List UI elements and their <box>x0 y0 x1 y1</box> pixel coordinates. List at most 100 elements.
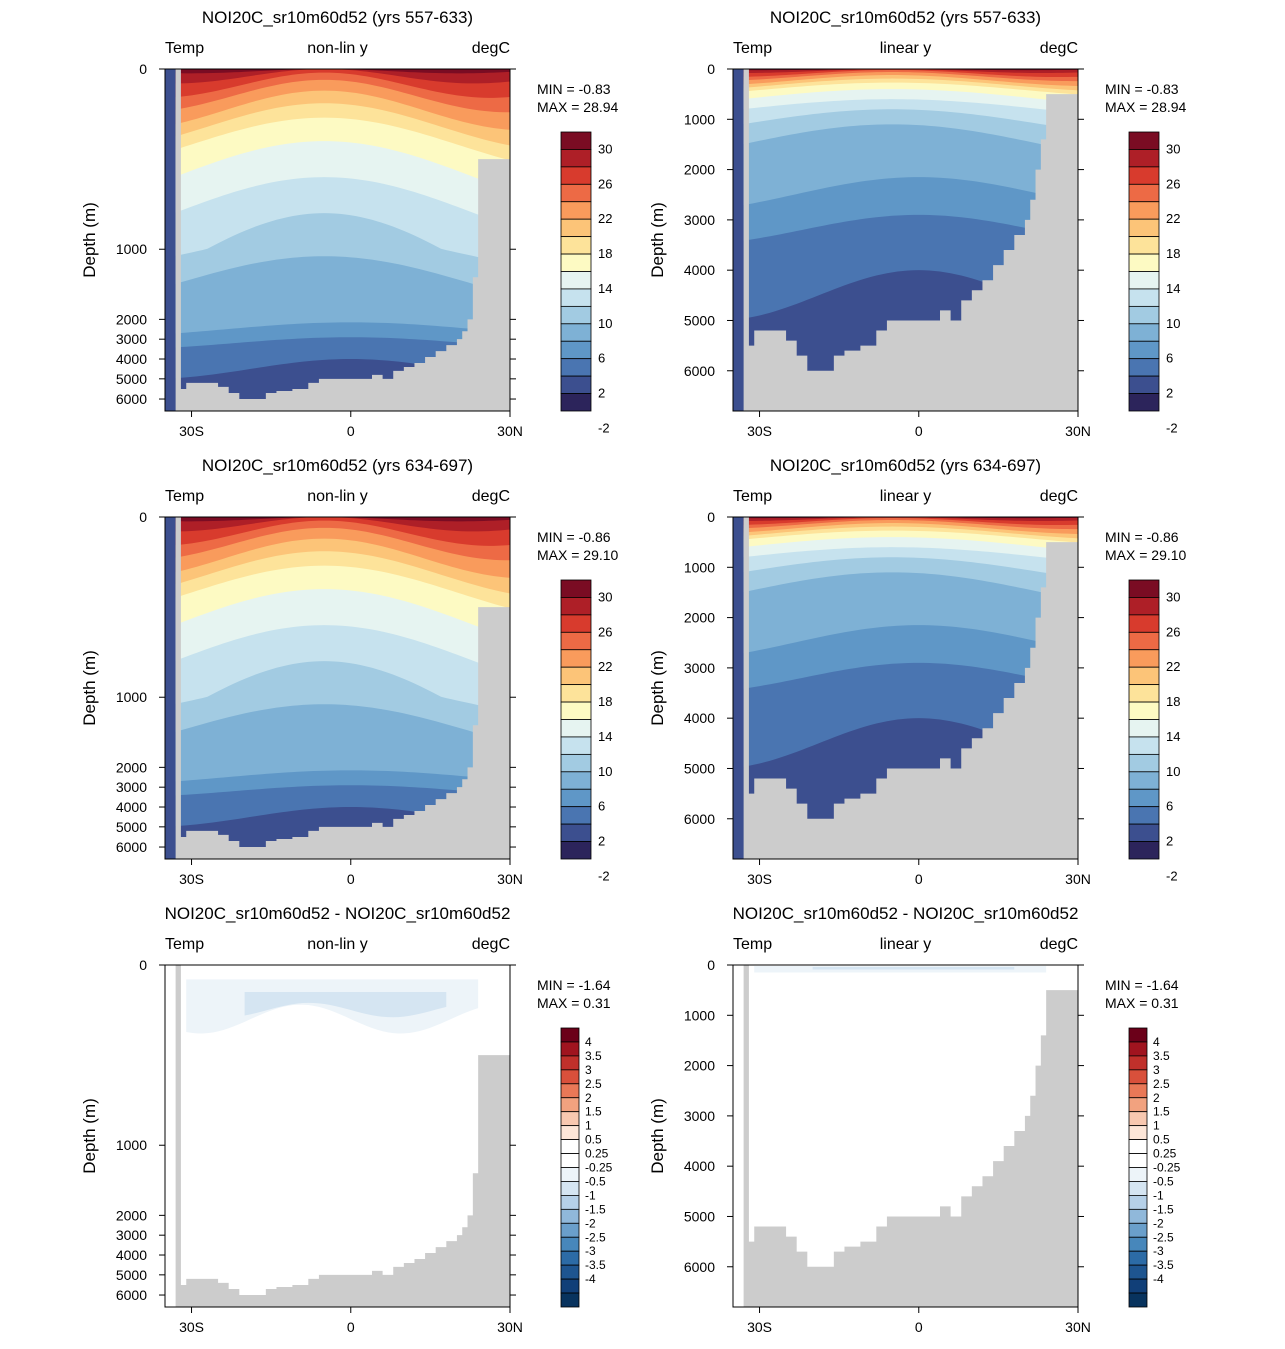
x-tick-label: 30S <box>179 1319 204 1335</box>
y-tick-label: 1000 <box>684 1007 715 1023</box>
colorbar-label: -2 <box>598 420 610 435</box>
colorbar-swatch <box>560 131 592 150</box>
colorbar-swatch <box>1128 1125 1148 1141</box>
y-tick-label: 1000 <box>116 241 147 257</box>
colorbar-label: 4 <box>585 1035 592 1049</box>
colorbar-label: -3.5 <box>585 1258 606 1272</box>
colorbar-swatch <box>560 271 592 290</box>
y-tick-label: 6000 <box>684 363 715 379</box>
colorbar-swatch <box>560 1055 580 1071</box>
max-stat: MAX = 28.94 <box>1105 99 1187 115</box>
colorbar-swatch <box>560 684 592 703</box>
colorbar-swatch <box>560 183 592 203</box>
x-tick-label: 30N <box>1065 1319 1091 1335</box>
colorbar-label: -0.5 <box>585 1174 606 1188</box>
y-tick-label: 1000 <box>116 689 147 705</box>
x-tick-label: 30N <box>497 1319 523 1335</box>
field-area <box>733 69 1078 411</box>
y-tick-label: 6000 <box>116 1287 147 1303</box>
colorbar-swatch <box>560 323 592 342</box>
panel-1: NOI20C_sr10m60d52 (yrs 557-633) Temp non-l… <box>80 8 619 439</box>
field-layer <box>812 967 1015 970</box>
colorbar-label: -2.5 <box>1153 1230 1174 1244</box>
x-tick-label: 0 <box>915 423 923 439</box>
y-tick-label: 6000 <box>684 1259 715 1275</box>
colorbar-label: -3 <box>585 1244 596 1258</box>
y-tick-label: 3000 <box>116 1227 147 1243</box>
y-tick-label: 2000 <box>116 311 147 327</box>
panel-4: NOI20C_sr10m60d52 (yrs 634-697) Temp linea… <box>648 456 1187 887</box>
colorbar-swatch <box>1128 288 1160 307</box>
colorbar-label: -3 <box>1153 1244 1164 1258</box>
colorbar-swatch <box>1128 218 1160 238</box>
colorbar-label: 14 <box>1166 281 1180 296</box>
colorbar-swatch <box>1128 1167 1148 1182</box>
colorbar-label: 18 <box>1166 246 1180 261</box>
y-tick-label: 3000 <box>116 779 147 795</box>
colorbar-swatch <box>1128 1139 1148 1154</box>
colorbar-swatch <box>1128 393 1160 412</box>
colorbar-label: 26 <box>598 176 612 191</box>
x-tick-label: 30N <box>1065 423 1091 439</box>
colorbar-swatch <box>560 1264 580 1280</box>
panel-5: NOI20C_sr10m60d52 - NOI20C_sr10m60d52 Tem… <box>80 904 613 1335</box>
min-stat: MIN = -0.86 <box>1105 529 1179 545</box>
colorbar-swatch <box>1128 1264 1148 1280</box>
y-tick-label: 2000 <box>684 610 715 626</box>
colorbar-label: 14 <box>598 281 612 296</box>
colorbar-label: -0.25 <box>1153 1161 1181 1175</box>
field-area <box>733 965 1078 1307</box>
colorbar-label: 2 <box>1166 834 1173 849</box>
colorbar-swatch <box>1128 1111 1148 1127</box>
x-tick-label: 30S <box>747 871 772 887</box>
colorbar-label: -2 <box>585 1216 596 1230</box>
colorbar-swatch <box>560 649 592 668</box>
colorbar-label: 22 <box>1166 659 1180 674</box>
colorbar-swatch <box>560 1083 580 1099</box>
colorbar-swatch <box>560 1069 580 1085</box>
colorbar-swatch <box>1128 597 1160 616</box>
colorbar-swatch <box>1128 131 1160 150</box>
y-tick-label: 5000 <box>116 371 147 387</box>
colorbar-swatch <box>1128 305 1160 325</box>
y-tick-label: 5000 <box>684 312 715 328</box>
max-stat: MAX = 29.10 <box>537 547 619 563</box>
panel-title: NOI20C_sr10m60d52 (yrs 634-697) <box>770 456 1041 475</box>
y-tick-label: 3000 <box>116 331 147 347</box>
y-axis-label: Depth (m) <box>648 1098 667 1174</box>
field-area <box>165 517 510 859</box>
colorbar-swatch <box>1128 614 1160 633</box>
colorbar-label: 30 <box>598 141 612 156</box>
colorbar-swatch <box>560 788 592 808</box>
colorbar-label: -4 <box>1153 1272 1164 1286</box>
colorbar-label: 18 <box>598 246 612 261</box>
colorbar-swatch <box>1128 701 1160 720</box>
max-stat: MAX = 0.31 <box>1105 995 1179 1011</box>
colorbar-swatch <box>560 166 592 185</box>
y-tick-label: 4000 <box>684 1158 715 1174</box>
header-right: degC <box>1040 936 1078 953</box>
colorbar-swatch <box>560 753 592 773</box>
land-mask <box>733 517 1078 859</box>
colorbar-label: -2 <box>1166 420 1178 435</box>
min-stat: MIN = -0.86 <box>537 529 611 545</box>
colorbar-swatch <box>1128 841 1160 860</box>
colorbar-swatch <box>1128 271 1160 290</box>
y-tick-label: 4000 <box>684 262 715 278</box>
colorbar-swatch <box>560 340 592 360</box>
land-mask <box>165 69 510 411</box>
colorbar-swatch <box>1128 736 1160 755</box>
y-tick-label: 4000 <box>684 710 715 726</box>
header-left: Temp <box>733 488 772 505</box>
colorbar-swatch <box>560 1181 580 1196</box>
y-tick-label: 4000 <box>116 1247 147 1263</box>
field-area <box>165 69 510 411</box>
x-tick-label: 30S <box>179 423 204 439</box>
colorbar-label: 3 <box>1153 1063 1160 1077</box>
plot-frame <box>732 516 1079 860</box>
colorbar-label: -1 <box>585 1188 596 1202</box>
colorbar-label: 3.5 <box>1153 1049 1170 1063</box>
min-stat: MIN = -0.83 <box>537 81 611 97</box>
y-tick-label: 0 <box>139 61 147 77</box>
colorbar-label: 22 <box>1166 211 1180 226</box>
